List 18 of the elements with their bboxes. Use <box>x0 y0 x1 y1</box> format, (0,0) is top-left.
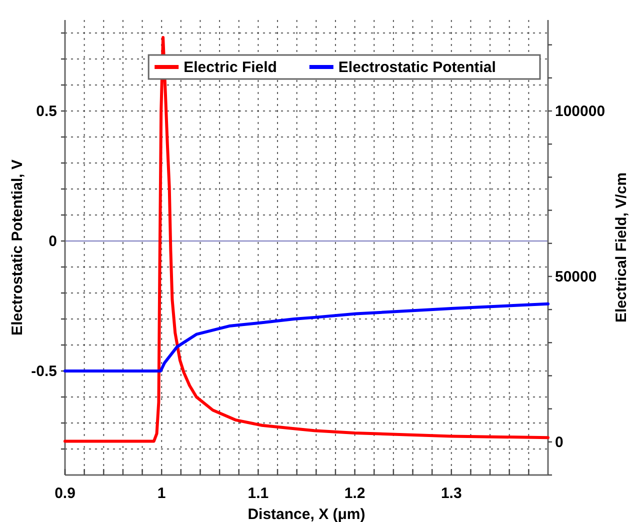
y2-tick-label: 0 <box>555 434 564 451</box>
x-tick-label: 1.1 <box>248 485 269 502</box>
x-tick-label: 1.2 <box>344 485 366 502</box>
y-tick-label: 0.5 <box>36 103 57 120</box>
line-series <box>64 36 550 443</box>
legend-label: Electric Field <box>184 59 277 76</box>
x-tick-label: 0.9 <box>54 485 76 502</box>
legend-label: Electrostatic Potential <box>338 59 496 76</box>
x-tick-label: 1.3 <box>440 485 462 502</box>
x-axis-title: Distance, X (μm) <box>248 506 366 522</box>
y-axis-title: Electrostatic Potential, V <box>9 160 26 336</box>
x-tick-label: 1 <box>157 485 166 502</box>
y-tick-label: 0 <box>48 233 57 250</box>
y2-tick-label: 50000 <box>555 268 597 286</box>
y2-tick-label: 100000 <box>555 103 606 120</box>
y2-axis-title: Electrical Field, V/cm <box>613 172 630 323</box>
y-tick-label: -0.5 <box>31 363 57 380</box>
line-series <box>64 302 550 372</box>
